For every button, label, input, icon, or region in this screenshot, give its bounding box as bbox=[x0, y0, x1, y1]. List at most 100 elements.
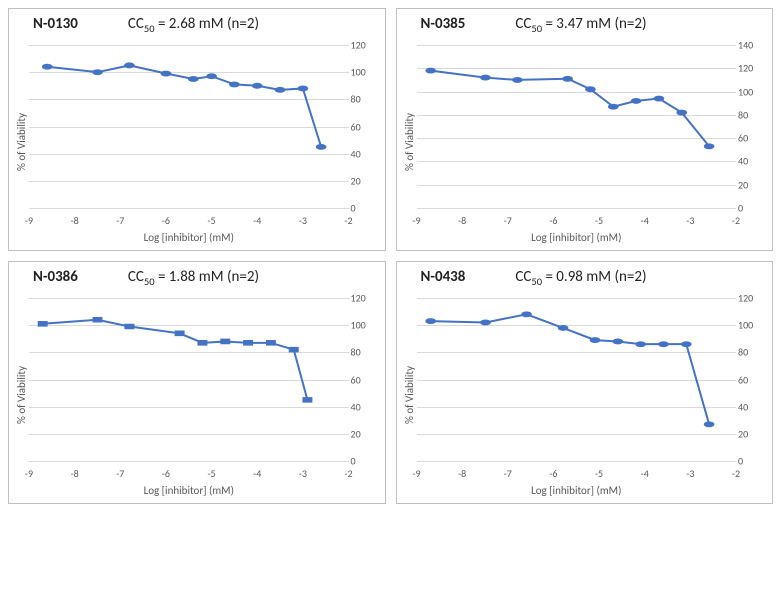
y-tick-label: 120 bbox=[351, 292, 377, 305]
y-tick-label: 80 bbox=[351, 346, 377, 359]
data-marker bbox=[676, 110, 686, 115]
data-marker bbox=[654, 96, 664, 101]
plot-area: 020406080100120 bbox=[417, 298, 737, 462]
data-marker bbox=[585, 87, 595, 92]
cc50-label: CC50 = 3.47 mM (n=2) bbox=[515, 15, 646, 35]
data-marker bbox=[480, 75, 490, 80]
x-tick-label: -6 bbox=[549, 467, 557, 480]
data-marker bbox=[198, 341, 207, 346]
chart-wrap: % of Viability-9-8-7-6-5-4-3-20204060801… bbox=[403, 39, 767, 244]
x-tick-label: -9 bbox=[412, 214, 420, 227]
chart-column: -9-8-7-6-5-4-3-2020406080100120Log [inhi… bbox=[29, 39, 379, 244]
compound-name: N-0386 bbox=[33, 268, 78, 288]
data-marker bbox=[244, 341, 253, 346]
y-tick-label: 40 bbox=[351, 147, 377, 160]
series-line bbox=[47, 65, 321, 147]
data-marker bbox=[221, 339, 230, 344]
x-tick-label: -4 bbox=[253, 214, 261, 227]
data-marker bbox=[658, 342, 668, 347]
x-tick-label: -4 bbox=[641, 467, 649, 480]
x-tick-label: -7 bbox=[504, 467, 512, 480]
x-tick-label: -8 bbox=[458, 214, 466, 227]
compound-name: N-0385 bbox=[421, 15, 466, 35]
data-marker bbox=[289, 347, 298, 352]
x-tick-label: -7 bbox=[116, 214, 124, 227]
y-tick-label: 100 bbox=[738, 319, 764, 332]
compound-name: N-0130 bbox=[33, 15, 78, 35]
data-marker bbox=[425, 319, 435, 324]
data-marker bbox=[93, 317, 102, 322]
y-tick-label: 80 bbox=[351, 93, 377, 106]
x-axis-label: Log [inhibitor] (mM) bbox=[417, 482, 767, 497]
data-marker bbox=[125, 324, 134, 329]
data-marker bbox=[42, 64, 52, 69]
x-axis-label: Log [inhibitor] (mM) bbox=[417, 229, 767, 244]
x-tick-label: -8 bbox=[458, 467, 466, 480]
data-marker bbox=[189, 77, 199, 82]
x-tick-label: -8 bbox=[71, 467, 79, 480]
x-tick-label: -5 bbox=[207, 467, 215, 480]
chart-wrap: % of Viability-9-8-7-6-5-4-3-20204060801… bbox=[15, 39, 379, 244]
data-marker bbox=[230, 82, 240, 87]
x-tick-label: -2 bbox=[344, 467, 352, 480]
x-tick-label: -4 bbox=[641, 214, 649, 227]
data-marker bbox=[608, 104, 618, 109]
data-marker bbox=[275, 87, 285, 92]
y-tick-label: 0 bbox=[351, 202, 377, 215]
chart-wrap: % of Viability-9-8-7-6-5-4-3-20204060801… bbox=[15, 292, 379, 497]
data-marker bbox=[704, 144, 714, 149]
x-axis-label: Log [inhibitor] (mM) bbox=[29, 482, 379, 497]
panel-title: N-0385 CC50 = 3.47 mM (n=2) bbox=[403, 13, 767, 39]
y-tick-label: 120 bbox=[738, 62, 764, 75]
y-tick-label: 60 bbox=[351, 120, 377, 133]
chart-wrap: % of Viability-9-8-7-6-5-4-3-20204060801… bbox=[403, 292, 767, 497]
y-tick-label: 20 bbox=[351, 427, 377, 440]
panel-title: N-0438CC50 = 0.98 mM (n=2) bbox=[403, 266, 767, 292]
x-tick-label: -9 bbox=[412, 467, 420, 480]
x-tick-label: -7 bbox=[504, 214, 512, 227]
x-tick-label: -6 bbox=[162, 467, 170, 480]
x-tick-label: -7 bbox=[116, 467, 124, 480]
x-tick-label: -2 bbox=[732, 214, 740, 227]
series-svg bbox=[417, 298, 737, 461]
y-tick-label: 40 bbox=[738, 400, 764, 413]
plot-area: 020406080100120 bbox=[29, 45, 349, 209]
chart-panel-n-0130: N-0130CC50 = 2.68 mM (n=2)% of Viability… bbox=[8, 8, 386, 251]
panel-title: N-0130 CC50 = 2.68 mM (n=2) bbox=[15, 13, 379, 39]
y-tick-label: 100 bbox=[351, 319, 377, 332]
y-tick-label: 80 bbox=[738, 108, 764, 121]
chart-panel-n-0385: N-0385CC50 = 3.47 mM (n=2)% of Viability… bbox=[396, 8, 774, 251]
cc50-label: CC50 = 1.88 mM (n=2) bbox=[128, 268, 259, 288]
data-marker bbox=[590, 338, 600, 343]
data-marker bbox=[631, 98, 641, 103]
chart-column: -9-8-7-6-5-4-3-2020406080100120Log [inhi… bbox=[417, 292, 767, 497]
data-marker bbox=[521, 312, 531, 317]
series-svg bbox=[29, 45, 349, 208]
x-tick-label: -5 bbox=[595, 467, 603, 480]
compound-name: N-0438 bbox=[421, 268, 466, 288]
chart-panel-n-0386: N-0386CC50 = 1.88 mM (n=2)% of Viability… bbox=[8, 261, 386, 504]
plot: -9-8-7-6-5-4-3-2020406080100120 bbox=[29, 39, 379, 229]
x-tick-label: -5 bbox=[207, 214, 215, 227]
x-tick-label: -2 bbox=[732, 467, 740, 480]
series-svg bbox=[417, 45, 737, 208]
data-marker bbox=[512, 77, 522, 82]
cc50-label: CC50 = 2.68 mM (n=2) bbox=[128, 15, 259, 35]
x-tick-label: -9 bbox=[25, 214, 33, 227]
data-marker bbox=[704, 422, 714, 427]
y-tick-label: 140 bbox=[738, 39, 764, 52]
data-marker bbox=[161, 71, 171, 76]
data-marker bbox=[635, 342, 645, 347]
data-marker bbox=[298, 86, 308, 91]
data-marker bbox=[266, 341, 275, 346]
data-marker bbox=[480, 320, 490, 325]
y-tick-label: 20 bbox=[351, 174, 377, 187]
x-tick-label: -4 bbox=[253, 467, 261, 480]
data-marker bbox=[681, 342, 691, 347]
x-tick-label: -3 bbox=[299, 467, 307, 480]
y-tick-label: 100 bbox=[351, 66, 377, 79]
plot: -9-8-7-6-5-4-3-2020406080100120140 bbox=[417, 39, 767, 229]
data-marker bbox=[303, 398, 312, 403]
y-tick-label: 0 bbox=[738, 455, 764, 468]
plot-area: 020406080100120140 bbox=[417, 45, 737, 209]
